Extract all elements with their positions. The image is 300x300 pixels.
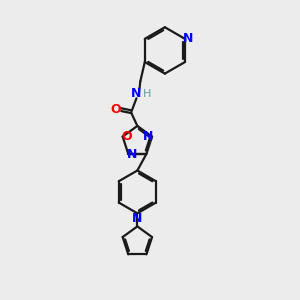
Text: N: N [143,130,153,142]
Text: N: N [132,212,142,225]
Text: N: N [183,32,193,45]
Text: H: H [143,89,151,99]
Text: O: O [111,103,121,116]
Text: N: N [131,87,142,100]
Text: O: O [121,130,131,142]
Text: N: N [127,148,137,161]
